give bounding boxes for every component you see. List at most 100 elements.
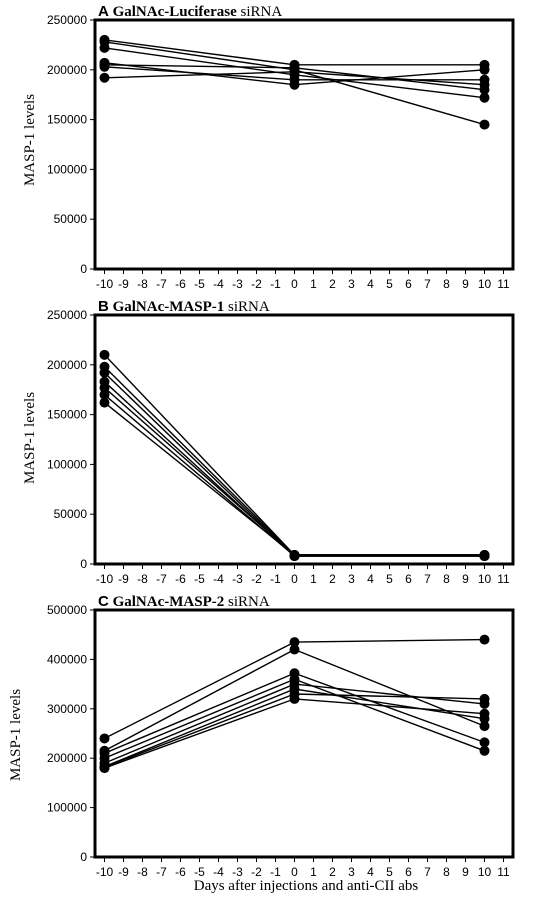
panel-c-x-tick-label: 9 — [462, 865, 469, 879]
panel-c-x-tick-label: 0 — [291, 865, 298, 879]
panel-a-x-tick-label: 1 — [310, 277, 317, 291]
panel-c-y-tick-label: 200000 — [47, 751, 87, 765]
panel-b: B GalNAc-MASP-1 siRNA MASP-1 levels 0 500… — [22, 298, 515, 586]
panel-a-y-tick-label: 50000 — [54, 212, 88, 226]
panel-a-x-tick-label: 4 — [367, 277, 374, 291]
panel-c-x-tick-label: -6 — [175, 865, 186, 879]
panel-b-y-tick-label: 200000 — [47, 358, 87, 372]
panel-b-x-tick-label: 1 — [310, 572, 317, 586]
panel-a-title: A GalNAc-Luciferase siRNA — [98, 3, 282, 20]
panel-a-x-tick-label: -8 — [137, 277, 148, 291]
panel-b-series-7-point — [289, 550, 300, 561]
panel-c-x-tick-label: -10 — [96, 865, 114, 879]
panel-b-series-3-line — [104, 372, 485, 557]
panel-a-x-tick-label: 10 — [478, 277, 492, 291]
panel-c-x-tick-label: 5 — [386, 865, 393, 879]
panel-c-x-tick-label: 3 — [348, 865, 355, 879]
panel-b-series-7-line — [104, 402, 485, 556]
panel-b-title-text: GalNAc-MASP-1 — [113, 299, 225, 315]
panel-b-x-tick-label: 11 — [497, 572, 510, 586]
panel-a-series-7-point — [479, 79, 490, 90]
panel-c-x-tick-label: -3 — [232, 865, 243, 879]
panel-b-x-tick-label: -9 — [118, 572, 129, 586]
panel-b-x-tick-label: -6 — [175, 572, 186, 586]
panel-c-x-tick-label: 6 — [405, 865, 412, 879]
panel-a-x-tick-label: 9 — [462, 277, 469, 291]
panel-a-title-suffix: siRNA — [240, 4, 282, 20]
panel-a-x-tick-label: 11 — [497, 277, 510, 291]
panel-b-ylabel: MASP-1 levels — [22, 392, 38, 484]
panel-b-series-5-point — [99, 382, 110, 393]
panel-a-series-7-point — [289, 66, 300, 77]
panel-a-x-tick-label: -1 — [270, 277, 281, 291]
panel-b-x-tick-label: -7 — [156, 572, 167, 586]
panel-a-x-tick-label: -2 — [251, 277, 262, 291]
panel-c-series-4-point — [479, 745, 490, 756]
panel-b-title: B GalNAc-MASP-1 siRNA — [98, 298, 270, 315]
panel-c-plot-frame — [93, 608, 515, 859]
panel-a-x-tick-label: 2 — [329, 277, 336, 291]
panel-a-series-3-point — [99, 42, 110, 53]
panel-c-x-tick-label: 1 — [310, 865, 317, 879]
panel-c-series-8-point — [289, 693, 300, 704]
panel-c-x-tick-label: -5 — [194, 865, 205, 879]
panel-b-x-tick-label: 9 — [462, 572, 469, 586]
panel-b-y-tick-label: 100000 — [47, 457, 87, 471]
panel-b-x-tick-label: -3 — [232, 572, 243, 586]
panel-a-x-tick-label: 8 — [443, 277, 450, 291]
panel-c-y-tick-label: 300000 — [47, 702, 87, 716]
panel-b-x-tick-label: 4 — [367, 572, 374, 586]
panel-b-x-tick-label: 3 — [348, 572, 355, 586]
panel-c-series-2-point — [479, 721, 490, 732]
panel-b-x-tick-label: 6 — [405, 572, 412, 586]
panel-b-plot-frame — [93, 313, 515, 566]
panel-b-series-6-point — [99, 389, 110, 400]
panel-c-series-2-point — [289, 644, 300, 655]
panel-b-letter: B — [98, 298, 109, 315]
panel-c-title: C GalNAc-MASP-2 siRNA — [98, 593, 270, 610]
panel-a-x-tick-label: -7 — [156, 277, 167, 291]
panel-b-y-tick-label: 150000 — [47, 408, 87, 422]
panel-b-series-2-line — [104, 366, 485, 556]
panel-a-x-tick-label: 5 — [386, 277, 393, 291]
panel-a-series-6-point — [289, 74, 300, 85]
panel-b-x-tick-label: -2 — [251, 572, 262, 586]
panel-b-title-suffix: siRNA — [228, 299, 270, 315]
panel-b-x-tick-label: 5 — [386, 572, 393, 586]
panel-b-x-tick-label: 10 — [478, 572, 492, 586]
panel-c-x-tick-label: -9 — [118, 865, 129, 879]
x-axis-label: Days after injections and anti-CII abs — [194, 878, 419, 894]
panel-a-series-6-point — [99, 61, 110, 72]
panel-b-series-1-point — [99, 349, 110, 360]
panel-c-series-7-line — [104, 693, 485, 768]
panel-c-series-7-point — [479, 693, 490, 704]
panel-b-x-tick-label: 0 — [291, 572, 298, 586]
panel-c-x-tick-label: -7 — [156, 865, 167, 879]
panel-a-y-tick-label: 200000 — [47, 63, 87, 77]
panel-a-x-tick-label: 7 — [424, 277, 431, 291]
panel-a-y-tick-label: 150000 — [47, 113, 87, 127]
panel-a-title-text: GalNAc-Luciferase — [113, 4, 237, 20]
panel-c-y-tick-label: 400000 — [47, 652, 87, 666]
panel-a-x-tick-label: 0 — [291, 277, 298, 291]
panel-b-series-4-line — [104, 381, 485, 557]
panel-c-x-tick-label: 2 — [329, 865, 336, 879]
panel-a-letter: A — [98, 3, 109, 20]
panel-c-series-1-point — [479, 634, 490, 645]
panel-c-x-tick-label: 11 — [497, 865, 510, 879]
panel-c-series-8-point — [479, 708, 490, 719]
panel-a-x-tick-label: -5 — [194, 277, 205, 291]
panel-b-series-3-point — [99, 367, 110, 378]
panel-a-ylabel: MASP-1 levels — [22, 94, 38, 186]
panel-a-x-tick-label: -9 — [118, 277, 129, 291]
panel-a-series-2-point — [479, 119, 490, 130]
panel-a-x-tick-label: -4 — [213, 277, 224, 291]
panel-a-series-4-point — [479, 64, 490, 75]
panel-c-x-tick-label: -8 — [137, 865, 148, 879]
panel-c-x-tick-label: -4 — [213, 865, 224, 879]
panel-b-y-tick-label: 0 — [80, 557, 87, 571]
panel-c-x-tick-label: 10 — [478, 865, 492, 879]
panel-b-x-tick-label: 2 — [329, 572, 336, 586]
panel-c-y-tick-label: 500000 — [47, 603, 87, 617]
panel-b-y-tick-label: 250000 — [47, 308, 87, 322]
